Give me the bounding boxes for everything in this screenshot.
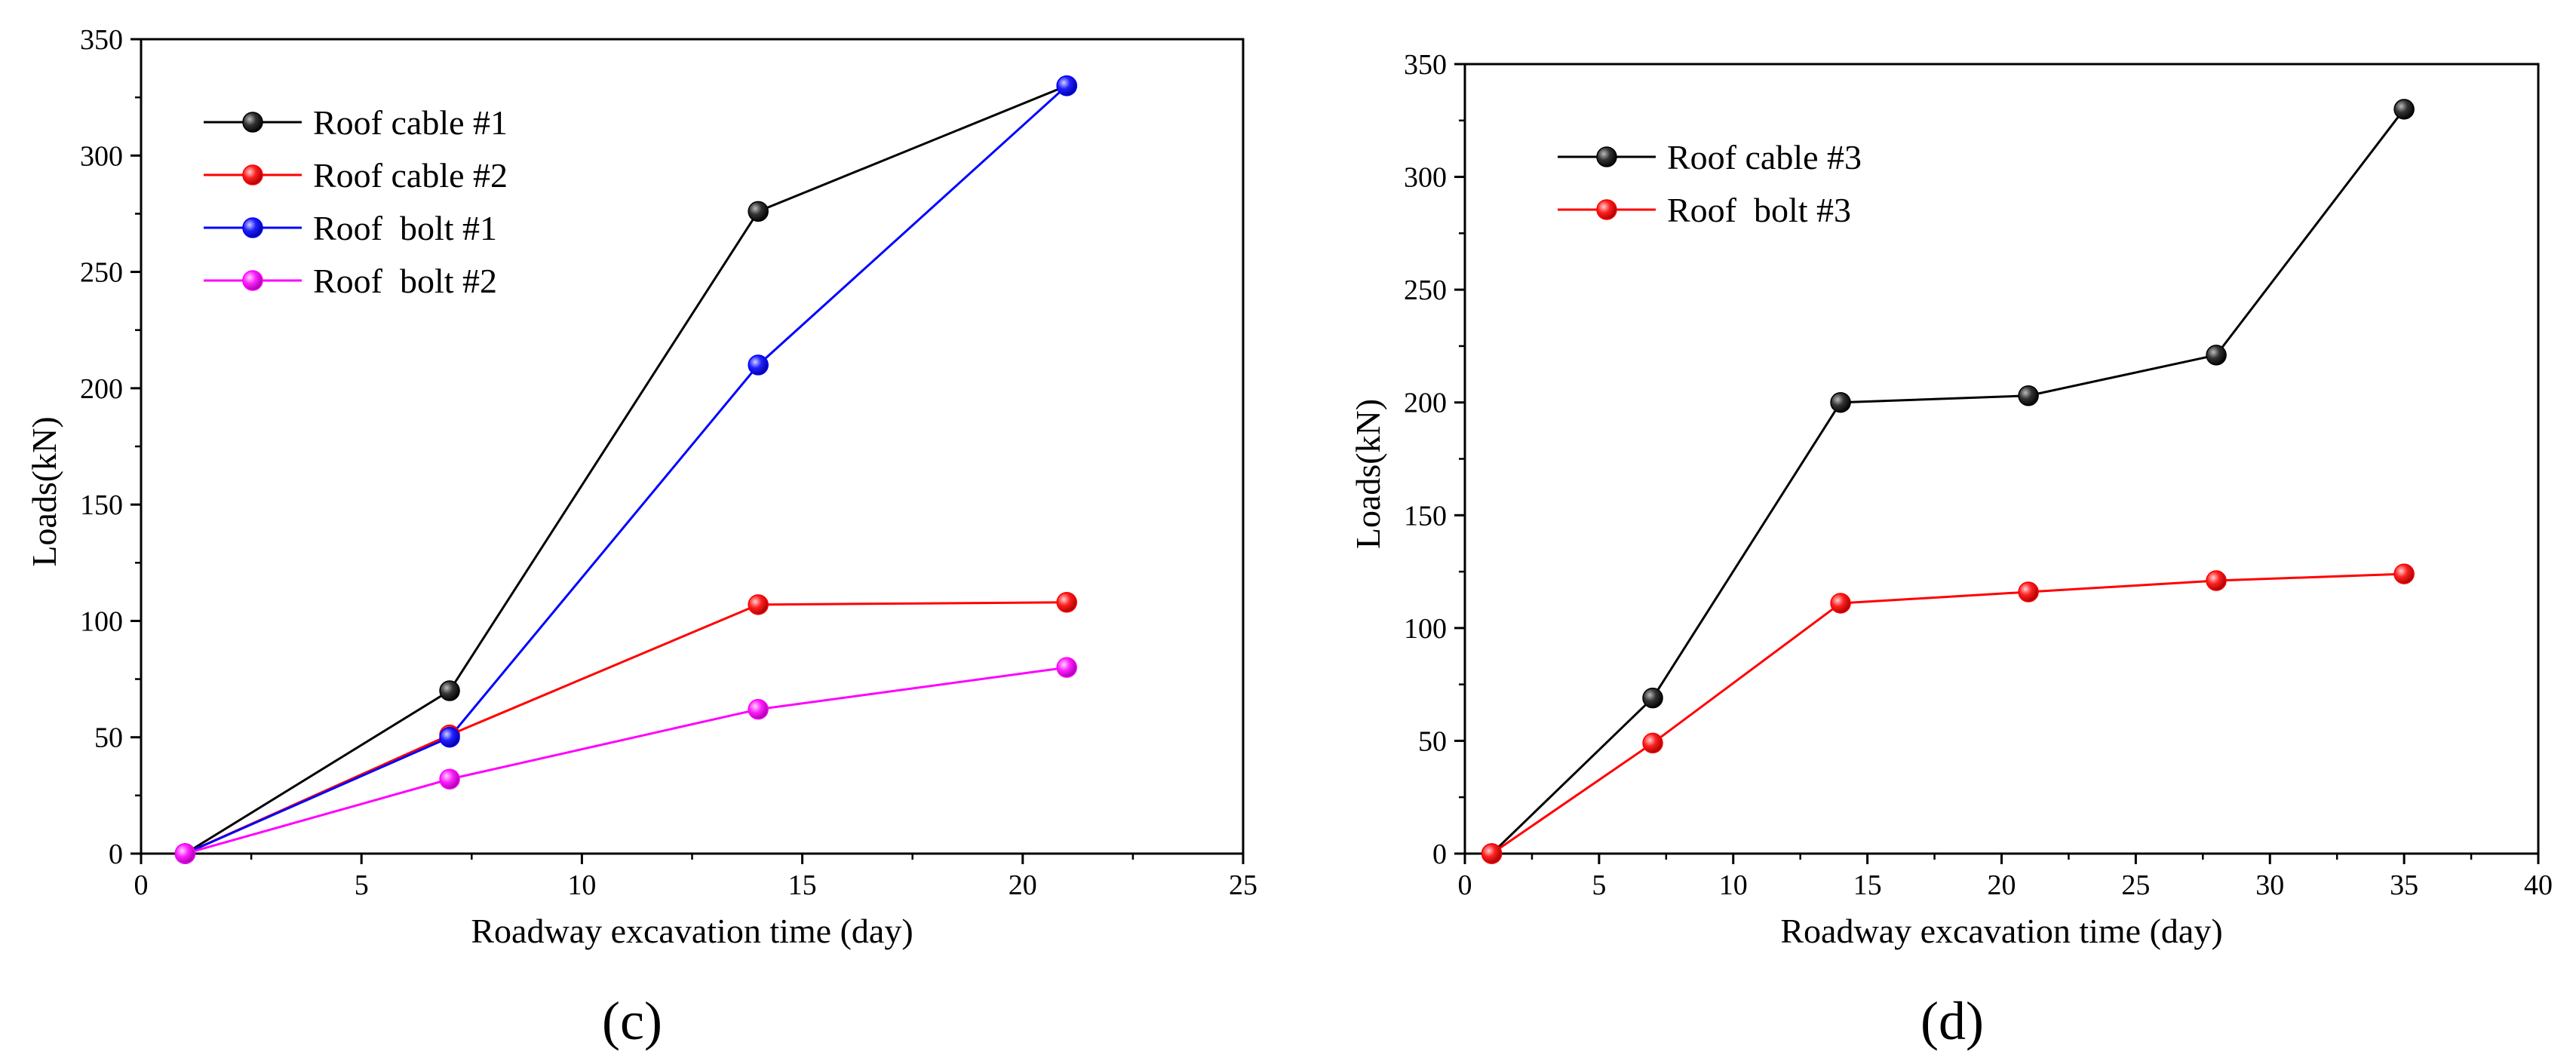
data-point-roof-bolt-2 [748,698,769,720]
data-point-roof-cable-3 [2206,345,2227,366]
x-tick-label: 20 [1009,869,1037,901]
legend-label: Roof cable #1 [313,103,508,142]
legend-label: Roof bolt #3 [1667,191,1851,229]
legend-marker [242,217,263,238]
panel-label-c: (c) [602,991,662,1051]
data-point-roof-cable-1 [748,201,769,222]
y-axis-title-c: Loads(kN) [25,416,63,566]
data-point-roof-bolt-1 [439,726,460,748]
series-line-roof-bolt-3 [1491,572,2405,855]
y-tick-label: 150 [80,489,123,521]
data-point-roof-bolt-3 [1481,843,1503,864]
data-point-roof-bolt-3 [2206,570,2227,591]
data-point-roof-bolt-2 [1056,657,1077,678]
legend-marker [242,164,263,186]
x-axis-title-c: Roadway excavation time (day) [471,912,913,950]
data-point-roof-cable-3 [1642,687,1663,709]
y-tick-label: 350 [1404,49,1447,81]
series-line-roof-bolt-1 [184,84,1068,855]
data-point-roof-bolt-3 [2393,563,2415,584]
y-tick-label: 300 [80,140,123,172]
data-point-roof-cable-3 [2018,385,2039,406]
y-tick-label: 0 [109,839,123,870]
x-tick-label: 15 [1853,869,1882,901]
y-tick-label: 250 [1404,274,1447,306]
data-point-roof-bolt-3 [1642,732,1663,754]
chart-d: 0 5 10 15 20 25 30 35 40 0 50 100 150 200 250 300 350 Roa… [1349,49,2553,950]
x-tick-label: 40 [2524,869,2553,901]
legend-label: Roof cable #2 [313,156,508,195]
data-point-roof-bolt-2 [439,768,460,790]
y-tick-label: 250 [80,257,123,289]
x-tick-label: 15 [788,869,817,901]
data-point-roof-cable-1 [439,680,460,701]
y-tick-label: 200 [80,373,123,405]
y-axis-title-d: Loads(kN) [1349,399,1387,549]
data-point-roof-bolt-3 [1830,593,1851,614]
x-tick-label: 30 [2255,869,2284,901]
x-axis-title-d: Roadway excavation time (day) [1780,912,2222,950]
x-tick-label: 5 [1592,869,1606,901]
y-tick-label: 100 [80,606,123,637]
legend-label: Roof bolt #1 [313,209,497,247]
y-tick-label: 300 [1404,162,1447,194]
x-tick-label: 5 [355,869,369,901]
legend-marker [242,270,263,291]
data-point-roof-bolt-1 [748,354,769,376]
legend-label: Roof bolt #2 [313,262,497,300]
x-tick-label: 10 [1719,869,1748,901]
data-point-roof-cable-2 [748,594,769,615]
series-line-roof-cable-1 [184,84,1067,855]
series-line-roof-cable-3 [1491,108,2406,855]
panel-label-d: (d) [1920,991,1984,1051]
legend-marker [242,112,263,133]
x-tick-label: 25 [1229,869,1257,901]
series-line-roof-bolt-2 [185,666,1067,855]
y-tick-label: 350 [80,24,123,56]
x-tick-label: 10 [567,869,596,901]
data-point-roof-bolt-3 [2018,581,2039,603]
y-tick-label: 50 [94,722,123,754]
x-tick-label: 35 [2390,869,2418,901]
y-tick-label: 150 [1404,500,1447,532]
legend-label: Roof cable #3 [1667,138,1862,176]
x-tick-label: 0 [1458,869,1472,901]
data-point-roof-bolt-2 [174,843,196,864]
data-point-roof-bolt-1 [1056,75,1077,97]
legend-marker [1596,199,1617,220]
plot-frame-d [1463,63,2540,855]
x-tick-label: 25 [2121,869,2150,901]
data-point-roof-cable-3 [2393,99,2415,120]
y-tick-label: 200 [1404,388,1447,419]
y-tick-label: 100 [1404,613,1447,645]
legend-marker [1596,146,1617,167]
data-point-roof-cable-2 [1056,591,1077,613]
x-tick-label: 20 [1988,869,2016,901]
data-point-roof-cable-3 [1830,391,1851,413]
x-tick-label: 0 [134,869,149,901]
y-tick-label: 50 [1418,725,1447,757]
y-tick-label: 0 [1432,839,1447,870]
